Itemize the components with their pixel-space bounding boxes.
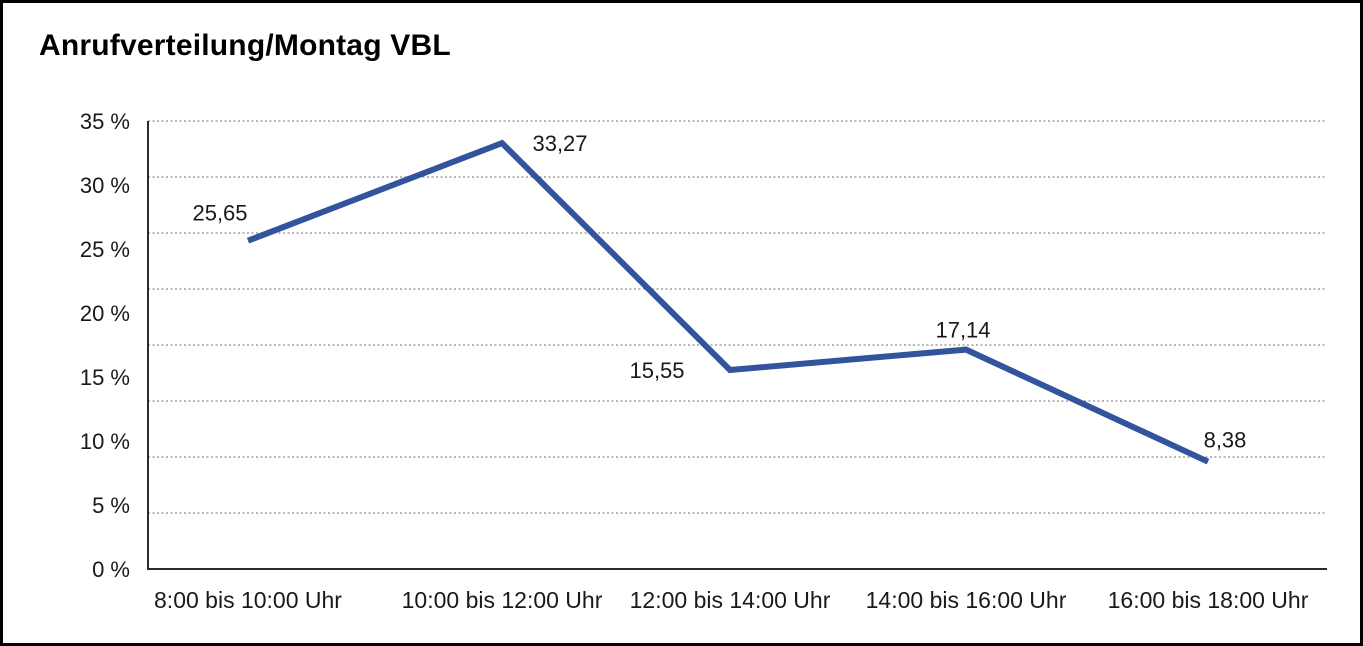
x-category-label: 8:00 bis 10:00 Uhr <box>154 587 342 613</box>
y-tick-label: 25 % <box>80 237 130 262</box>
x-category-label: 14:00 bis 16:00 Uhr <box>866 587 1067 613</box>
x-category-label: 12:00 bis 14:00 Uhr <box>630 587 831 613</box>
series-line <box>246 139 1210 465</box>
data-point-label: 25,65 <box>192 201 247 226</box>
data-point-label: 15,55 <box>629 358 684 383</box>
y-tick-label: 10 % <box>80 429 130 454</box>
y-tick-label: 5 % <box>92 493 130 518</box>
data-point-label: 8,38 <box>1204 428 1247 453</box>
x-category-label: 16:00 bis 18:00 Uhr <box>1108 587 1309 613</box>
line-chart: 0 % 5 % 10 % 15 % 20 % 25 % 30 % 35 % 8:00 bis 1… <box>80 109 1327 613</box>
y-tick-label: 15 % <box>80 365 130 390</box>
chart-title: Anrufverteilung/Montag VBL <box>39 29 451 62</box>
data-point-label: 17,14 <box>935 318 990 343</box>
y-tick-label: 0 % <box>92 557 130 582</box>
y-tick-label: 30 % <box>80 173 130 198</box>
x-category-label: 10:00 bis 12:00 Uhr <box>402 587 603 613</box>
y-tick-label: 35 % <box>80 109 130 134</box>
data-point-label: 33,27 <box>532 131 587 156</box>
y-tick-label: 20 % <box>80 301 130 326</box>
